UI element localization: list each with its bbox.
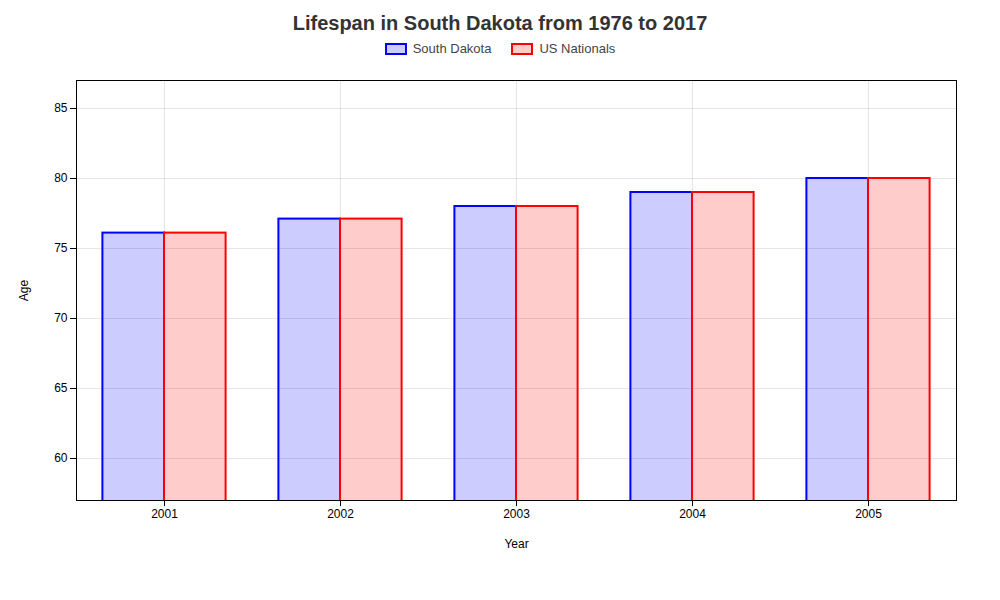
svg-text:2004: 2004 [679, 507, 706, 521]
html-text:Lifespan in South Dakota from: Lifespan in South Dakota from 1976 to 20… [292, 12, 708, 34]
svg-text:70: 70 [54, 311, 68, 325]
svg-text:80: 80 [54, 171, 68, 185]
svg-text:2003: 2003 [503, 507, 530, 521]
svg-text:2001: 2001 [151, 507, 178, 521]
svg-text:Year: Year [504, 537, 528, 551]
svg-text:65: 65 [54, 381, 68, 395]
svg-text:75: 75 [54, 241, 68, 255]
svg-text:2005: 2005 [855, 507, 882, 521]
html-text:South Dakota: South Dakota [412, 41, 492, 56]
svg-text:85: 85 [54, 101, 68, 115]
svg-text:Age: Age [17, 280, 31, 302]
svg-text:60: 60 [54, 451, 68, 465]
html-text:US Nationals: US Nationals [539, 41, 616, 56]
svg-text:2002: 2002 [327, 507, 354, 521]
